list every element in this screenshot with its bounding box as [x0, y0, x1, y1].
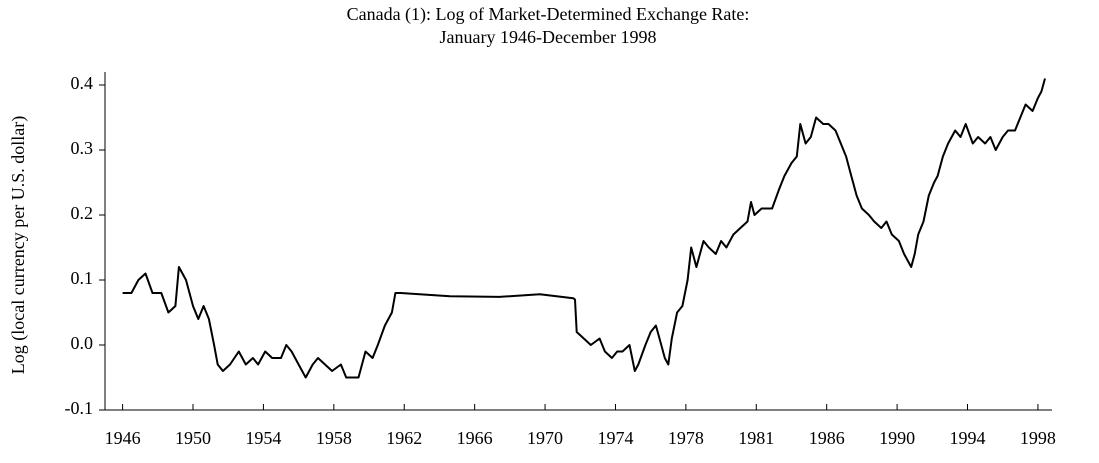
x-tick-label: 1966 [457, 428, 493, 448]
chart-subtitle: January 1946-December 1998 [440, 27, 657, 47]
x-tick-label: 1954 [245, 428, 281, 448]
x-tick-label: 1950 [175, 428, 211, 448]
x-tick-label: 1990 [879, 428, 915, 448]
y-tick-label: 0.0 [71, 333, 94, 353]
x-tick-label: 1998 [1020, 428, 1056, 448]
y-tick-label: -0.1 [65, 398, 94, 418]
y-tick-label: 0.2 [71, 203, 94, 223]
x-tick-label: 1958 [316, 428, 352, 448]
x-tick-label: 1986 [809, 428, 845, 448]
x-tick-label: 1974 [597, 428, 633, 448]
y-tick-label: 0.4 [71, 73, 94, 93]
x-tick-label: 1970 [527, 428, 563, 448]
data-line [122, 78, 1046, 379]
x-tick-label: 1946 [105, 428, 141, 448]
x-tick-label: 1978 [668, 428, 704, 448]
x-tick-label: 1962 [386, 428, 422, 448]
x-tick-label: 1981 [738, 428, 774, 448]
chart-title: Canada (1): Log of Market-Determined Exc… [347, 4, 750, 25]
y-tick-label: 0.3 [71, 138, 94, 158]
x-tick-label: 1994 [950, 428, 986, 448]
y-tick-label: 0.1 [71, 268, 94, 288]
y-axis-label: Log (local currency per U.S. dollar) [8, 116, 29, 374]
